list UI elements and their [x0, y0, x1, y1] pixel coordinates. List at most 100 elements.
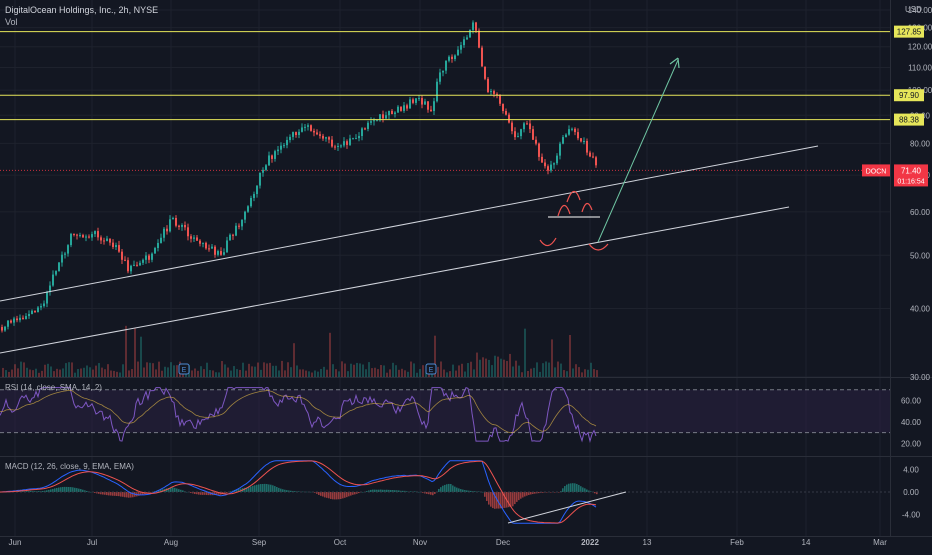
macd-histogram-bar: [264, 483, 266, 492]
macd-histogram-bar: [516, 492, 518, 502]
macd-histogram-bar: [290, 490, 292, 492]
candle-body: [277, 149, 279, 152]
candle-body: [328, 137, 330, 140]
candle-body: [427, 101, 429, 110]
macd-histogram-bar: [178, 489, 180, 492]
macd-histogram-bar: [170, 487, 172, 492]
macd-histogram-bar: [432, 492, 434, 496]
volume-bar: [260, 369, 262, 377]
candle-body: [196, 237, 198, 241]
volume-bar: [23, 362, 25, 377]
volume-bar: [11, 369, 13, 377]
macd-histogram-bar: [314, 492, 316, 493]
candle-body: [82, 235, 84, 238]
candle-body: [73, 233, 75, 235]
macd-histogram-bar: [550, 492, 552, 493]
volume-bar: [29, 369, 31, 377]
macd-histogram-bar: [538, 492, 540, 494]
candle-body: [220, 251, 222, 255]
level-price-label: 127.85: [897, 28, 922, 37]
macd-label[interactable]: MACD (12, 26, close, 9, EMA, EMA): [5, 462, 134, 471]
volume-bar: [467, 363, 469, 377]
volume-bar: [572, 368, 574, 377]
macd-histogram-bar: [266, 484, 268, 492]
macd-histogram-bar: [116, 492, 118, 496]
time-axis-label: Oct: [334, 538, 347, 547]
symbol-title[interactable]: DigitalOcean Holdings, Inc., 2h, NYSE: [5, 5, 159, 15]
candle-body: [256, 185, 258, 195]
volume-bar: [224, 364, 226, 377]
volume-bar: [410, 361, 412, 377]
volume-bar: [200, 366, 202, 377]
macd-histogram-bar: [182, 490, 184, 492]
macd-histogram-bar: [596, 492, 598, 495]
macd-histogram-bar: [180, 489, 182, 492]
price-tick-label: 120.00: [908, 43, 932, 52]
candle-body: [22, 317, 24, 319]
candle-body: [163, 228, 165, 238]
candle-body: [538, 143, 540, 157]
macd-histogram-bar: [244, 487, 246, 492]
candle-body: [46, 292, 48, 304]
volume-bar: [158, 361, 160, 377]
pattern-head-arc: [566, 190, 581, 203]
pattern-bottom-arc: [588, 243, 609, 251]
candle-body: [568, 129, 570, 135]
candle-body: [190, 236, 192, 239]
macd-histogram-bar: [268, 484, 270, 492]
macd-histogram-bar: [282, 489, 284, 492]
candle-body: [592, 156, 594, 158]
macd-signal-line: [0, 460, 597, 524]
level-price-label: 88.38: [899, 116, 920, 125]
time-axis-label: 14: [802, 538, 811, 547]
currency-label: USD: [905, 5, 922, 14]
volume-bar: [398, 369, 400, 377]
rsi-sma-line: [0, 389, 597, 434]
macd-histogram-bar: [192, 492, 194, 494]
macd-histogram-bar: [492, 492, 494, 509]
volume-bar: [440, 361, 442, 377]
volume-bar: [593, 369, 595, 377]
macd-histogram-bar: [104, 492, 106, 495]
volume-bar: [548, 362, 550, 377]
macd-histogram-bar: [462, 489, 464, 492]
volume-bar: [254, 366, 256, 377]
macd-histogram-bar: [344, 492, 346, 498]
volume-bar: [539, 371, 541, 377]
candle-body: [499, 94, 501, 104]
macd-histogram-bar: [374, 489, 376, 492]
candle-body: [169, 219, 171, 232]
price-tick-label: 40.00: [910, 304, 931, 313]
candle-body: [463, 39, 465, 46]
rsi-label[interactable]: RSI (14, close, SMA, 14, 2): [5, 383, 102, 392]
rsi-tick-label: 20.00: [901, 439, 922, 448]
macd-histogram-bar: [202, 492, 204, 495]
volume-bar: [374, 367, 376, 377]
macd-histogram-bar: [238, 489, 240, 492]
volume-bar: [269, 362, 271, 377]
candle-body: [484, 66, 486, 79]
volume-bar: [110, 370, 112, 377]
macd-histogram-bar: [378, 489, 380, 492]
pattern-bottom-arc: [539, 237, 557, 247]
candle-body: [565, 134, 567, 138]
volume-bar: [266, 363, 268, 377]
macd-histogram-bar: [98, 492, 100, 494]
macd-histogram-bar: [494, 492, 496, 509]
volume-bar: [134, 328, 136, 377]
macd-histogram-bar: [426, 492, 428, 494]
candle-body: [475, 22, 477, 31]
candle-body: [244, 211, 246, 220]
candle-body: [547, 166, 549, 171]
candle-body: [472, 22, 474, 30]
candle-body: [268, 155, 270, 166]
macd-histogram-bar: [166, 488, 168, 492]
drawings: [0, 31, 890, 354]
macd-histogram-bar: [352, 492, 354, 495]
volume-bar: [263, 362, 265, 377]
volume-bar: [161, 370, 163, 377]
macd-histogram-bar: [324, 492, 326, 498]
